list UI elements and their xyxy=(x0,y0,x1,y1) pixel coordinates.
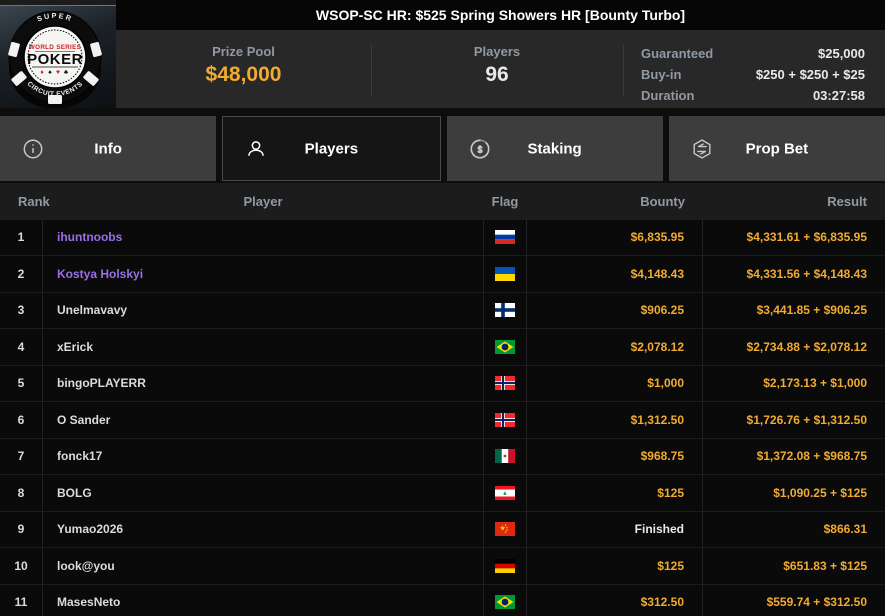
svg-text:♠: ♠ xyxy=(48,69,52,76)
svg-text:★: ★ xyxy=(504,531,507,534)
svg-text:♥: ♥ xyxy=(56,69,60,76)
svg-text:♣: ♣ xyxy=(64,69,69,76)
svg-text:POKER: POKER xyxy=(27,51,83,68)
svg-text:WORLD SERIES: WORLD SERIES xyxy=(29,44,81,51)
